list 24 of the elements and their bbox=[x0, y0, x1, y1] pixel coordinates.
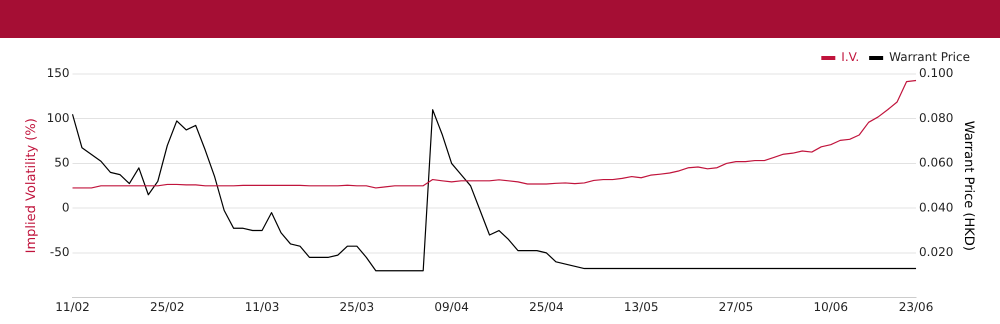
x-tick-label: 13/05 bbox=[624, 300, 658, 314]
y2-tick-label: 0.080 bbox=[919, 110, 954, 125]
x-tick-label: 10/06 bbox=[813, 300, 848, 314]
x-tick-label: 25/02 bbox=[150, 300, 185, 314]
x-tick-label: 09/04 bbox=[434, 300, 469, 314]
y2-axis-title: Warrant Price (HKD) bbox=[960, 120, 976, 251]
x-tick-label: 25/04 bbox=[529, 300, 564, 314]
y2-tick-label: 0.020 bbox=[919, 245, 954, 260]
y2-tick-label: 0.100 bbox=[919, 66, 954, 80]
x-tick-label: 11/02 bbox=[55, 300, 90, 314]
x-tick-label: 23/06 bbox=[898, 300, 934, 314]
legend-label: I.V. bbox=[841, 50, 860, 64]
y-tick-label: -50 bbox=[50, 245, 70, 260]
y-axis-title: Implied Volatility (%) bbox=[24, 118, 40, 254]
y-tick-label: 0 bbox=[62, 200, 70, 214]
x-tick-label: 25/03 bbox=[340, 300, 374, 314]
x-tick-label: 11/03 bbox=[244, 300, 280, 314]
y-tick-label: 50 bbox=[54, 156, 70, 170]
x-tick-label: 27/05 bbox=[718, 300, 754, 314]
y2-tick-label: 0.040 bbox=[919, 200, 954, 214]
legend-label: Warrant Price bbox=[889, 50, 970, 64]
y2-tick-label: 0.060 bbox=[919, 156, 954, 170]
y-tick-label: 150 bbox=[46, 66, 70, 80]
y-tick-label: 100 bbox=[46, 110, 70, 125]
